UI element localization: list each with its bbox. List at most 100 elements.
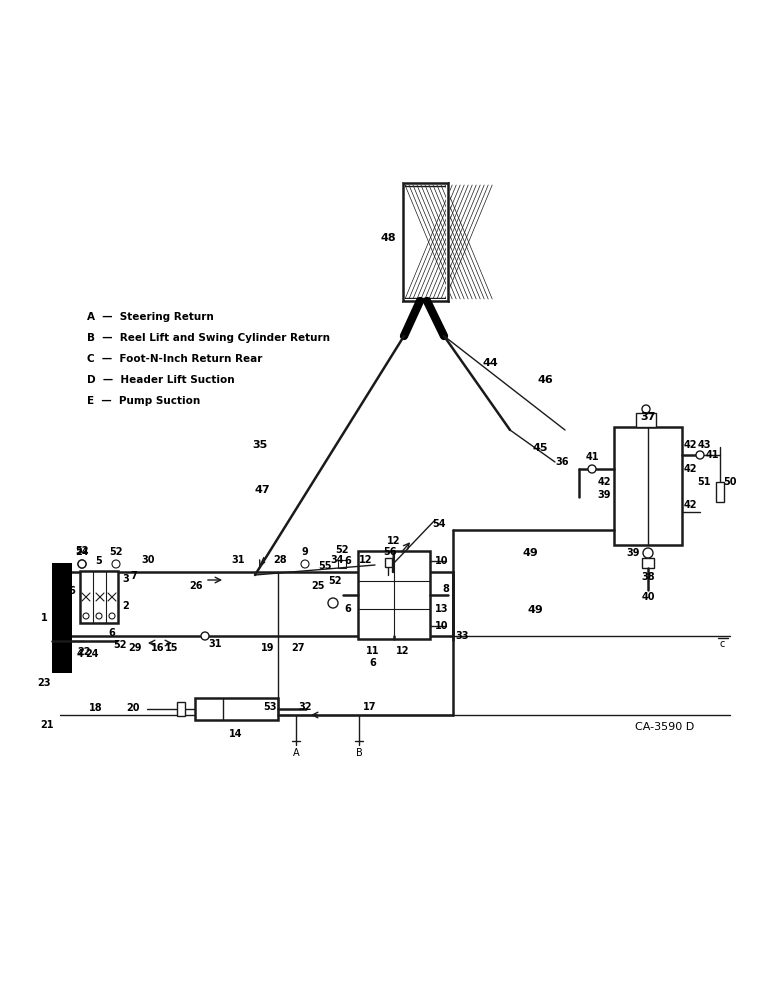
Text: 52: 52: [75, 546, 89, 556]
Text: 46: 46: [537, 375, 553, 385]
Text: 6: 6: [370, 658, 377, 668]
Text: 49: 49: [522, 548, 538, 558]
Bar: [403, 183, 448, 301]
Text: 26: 26: [189, 581, 203, 591]
Text: 21: 21: [40, 720, 54, 730]
Text: 16: 16: [151, 643, 164, 653]
Bar: [403, 299, 448, 309]
Text: 8: 8: [442, 584, 449, 594]
Bar: [403, 183, 448, 301]
Bar: [642, 558, 654, 568]
Text: 10: 10: [435, 556, 449, 566]
Circle shape: [696, 451, 704, 459]
Text: 1: 1: [41, 613, 47, 623]
Text: 38: 38: [642, 572, 655, 582]
Text: 13: 13: [435, 604, 449, 614]
Text: 22: 22: [77, 647, 91, 657]
Circle shape: [301, 560, 309, 568]
Bar: [636, 413, 656, 427]
Bar: [716, 482, 724, 502]
Text: 23: 23: [37, 678, 51, 688]
Circle shape: [112, 560, 120, 568]
Text: 52: 52: [110, 547, 123, 557]
Text: D  —  Header Lift Suction: D — Header Lift Suction: [87, 375, 235, 385]
Text: 52: 52: [113, 640, 127, 650]
Text: 6: 6: [344, 556, 351, 566]
Text: A  —  Steering Return: A — Steering Return: [87, 312, 214, 322]
Text: 17: 17: [364, 702, 377, 712]
Circle shape: [328, 598, 338, 608]
Text: 14: 14: [229, 729, 242, 739]
Text: 47: 47: [254, 485, 269, 495]
Text: B  —  Reel Lift and Swing Cylinder Return: B — Reel Lift and Swing Cylinder Return: [87, 333, 330, 343]
Circle shape: [78, 560, 86, 568]
Text: A: A: [293, 748, 300, 758]
Text: 19: 19: [261, 643, 275, 653]
Text: 55: 55: [318, 561, 332, 571]
Text: 53: 53: [263, 702, 276, 712]
Text: 50: 50: [723, 477, 736, 487]
Text: 49: 49: [527, 605, 543, 615]
Text: 42: 42: [683, 440, 697, 450]
Text: 37: 37: [640, 412, 655, 422]
Text: 56: 56: [383, 547, 397, 557]
Text: 6: 6: [109, 628, 115, 638]
Bar: [80, 571, 118, 623]
Text: 9: 9: [302, 547, 308, 557]
Text: c: c: [720, 639, 726, 649]
Text: 36: 36: [555, 457, 569, 467]
Text: 33: 33: [455, 631, 469, 641]
Text: 34: 34: [330, 555, 344, 565]
Text: 28: 28: [273, 555, 287, 565]
Circle shape: [643, 548, 653, 558]
Bar: [403, 175, 448, 185]
Text: 15: 15: [165, 643, 179, 653]
Text: 35: 35: [252, 440, 268, 450]
Text: 31: 31: [232, 555, 245, 565]
Text: B: B: [356, 748, 362, 758]
Bar: [177, 702, 185, 716]
Text: 24: 24: [85, 649, 99, 659]
Circle shape: [83, 613, 89, 619]
Text: 45: 45: [532, 443, 548, 453]
Text: 39: 39: [626, 548, 640, 558]
Circle shape: [588, 465, 596, 473]
Text: 52: 52: [335, 545, 349, 555]
Text: 20: 20: [127, 703, 140, 713]
Text: 12: 12: [396, 646, 410, 656]
Circle shape: [78, 560, 86, 568]
Text: E  —  Pump Suction: E — Pump Suction: [87, 396, 200, 406]
Text: 51: 51: [697, 477, 711, 487]
Text: 40: 40: [642, 592, 655, 602]
Text: 41: 41: [585, 452, 599, 462]
Text: 30: 30: [141, 555, 154, 565]
Bar: [52, 563, 72, 673]
Text: 24: 24: [75, 547, 89, 557]
Bar: [405, 298, 446, 306]
Text: 5: 5: [96, 556, 103, 566]
Bar: [385, 558, 392, 567]
Bar: [358, 551, 430, 639]
Text: CA-3590 D: CA-3590 D: [635, 722, 694, 732]
Text: 54: 54: [432, 519, 445, 529]
Text: 29: 29: [128, 643, 142, 653]
Text: 43: 43: [697, 440, 711, 450]
Text: 3: 3: [123, 574, 130, 584]
Bar: [614, 427, 682, 545]
Text: 4: 4: [76, 649, 83, 659]
Circle shape: [642, 405, 650, 413]
Text: 42: 42: [683, 500, 697, 510]
Circle shape: [109, 613, 115, 619]
Text: 31: 31: [208, 639, 222, 649]
Text: 48: 48: [380, 233, 396, 243]
Bar: [195, 698, 278, 720]
Text: 18: 18: [90, 703, 103, 713]
Text: 11: 11: [366, 646, 380, 656]
Text: C  —  Foot-N-Inch Return Rear: C — Foot-N-Inch Return Rear: [87, 354, 262, 364]
Text: 52: 52: [328, 576, 342, 586]
Bar: [338, 560, 346, 568]
Text: 2: 2: [123, 601, 130, 611]
Bar: [446, 183, 450, 301]
Text: 27: 27: [291, 643, 305, 653]
Circle shape: [201, 632, 209, 640]
